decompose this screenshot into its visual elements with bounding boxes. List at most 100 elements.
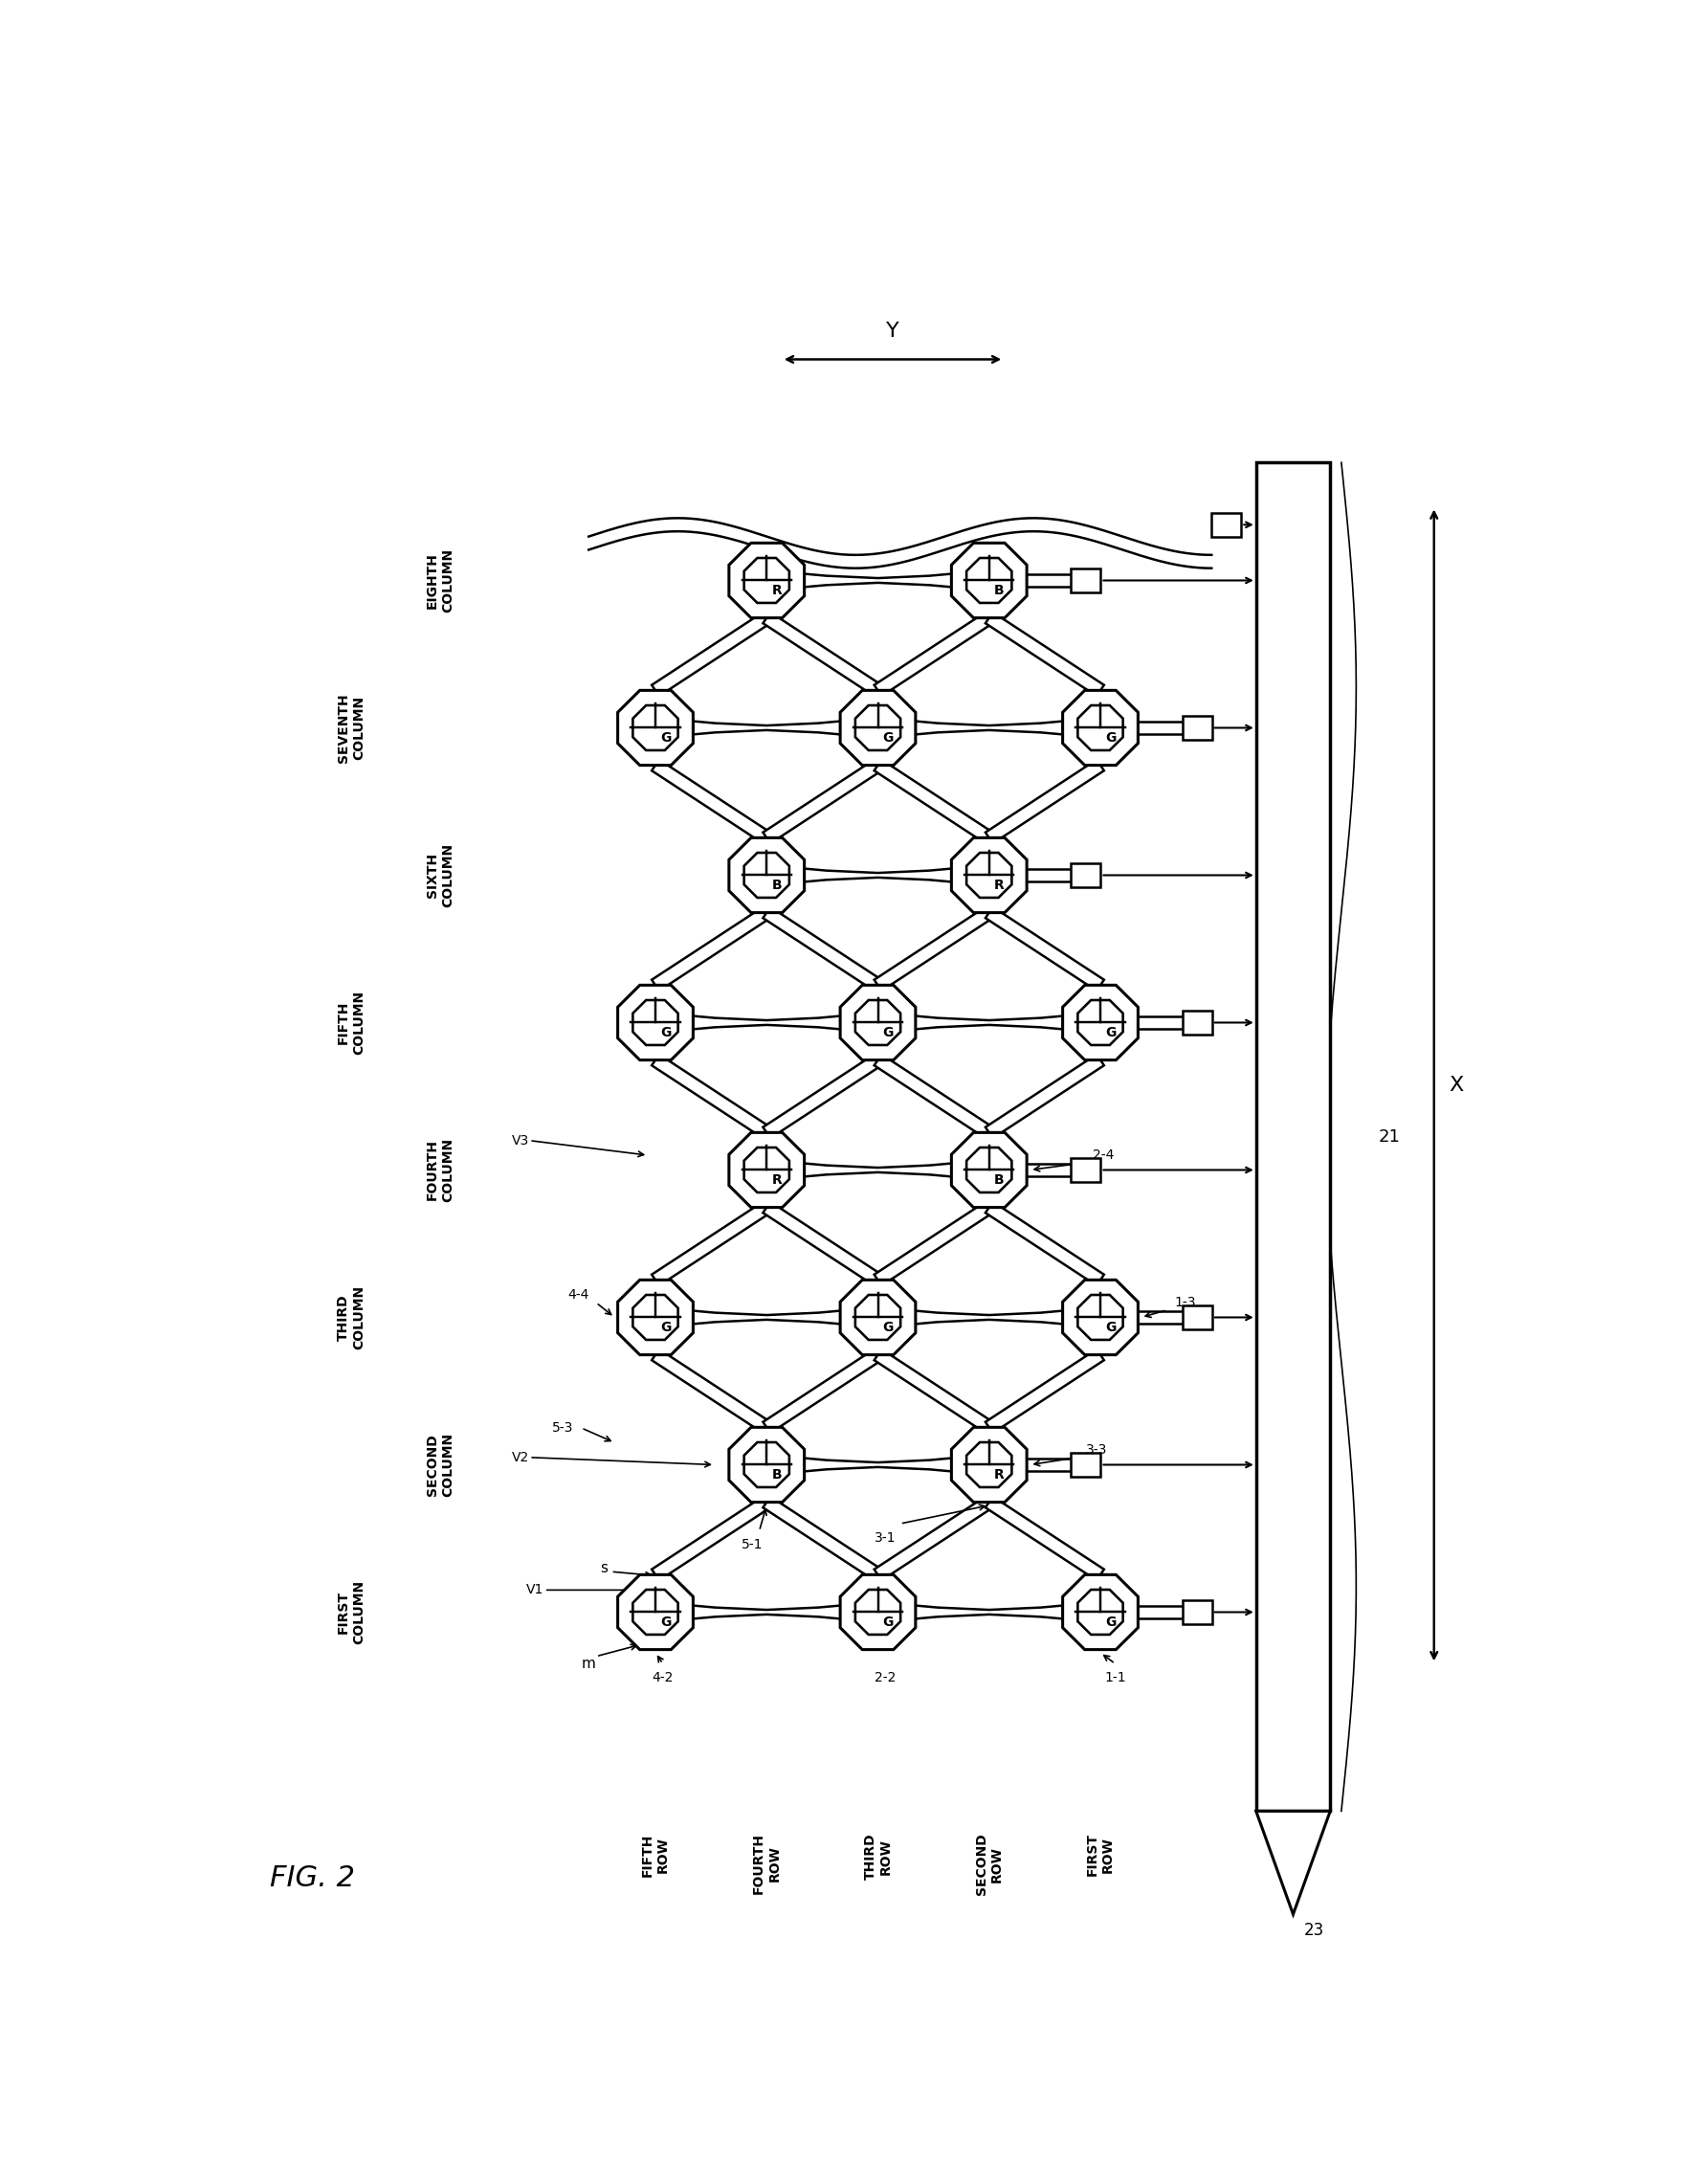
Polygon shape: [692, 721, 840, 734]
Polygon shape: [855, 1590, 901, 1634]
Text: V3: V3: [512, 1133, 529, 1147]
Text: R: R: [771, 583, 781, 598]
Text: V2: V2: [512, 1450, 529, 1463]
Polygon shape: [618, 1575, 694, 1649]
Text: SIXTH
COLUMN: SIXTH COLUMN: [426, 843, 455, 906]
Text: G: G: [882, 1321, 894, 1334]
Text: G: G: [882, 1026, 894, 1040]
Text: G: G: [1105, 1026, 1116, 1040]
Polygon shape: [652, 1350, 770, 1433]
Text: 21: 21: [1379, 1129, 1401, 1144]
Text: FIG. 2: FIG. 2: [269, 1865, 355, 1891]
Polygon shape: [633, 1000, 679, 1046]
Polygon shape: [840, 985, 916, 1059]
Polygon shape: [985, 760, 1105, 843]
Polygon shape: [1063, 985, 1138, 1059]
Text: 4-2: 4-2: [652, 1671, 674, 1684]
Polygon shape: [916, 1016, 1063, 1029]
Text: 23: 23: [1305, 1922, 1325, 1939]
Polygon shape: [874, 1055, 994, 1138]
Polygon shape: [985, 612, 1105, 697]
Text: s: s: [600, 1562, 608, 1575]
Polygon shape: [729, 544, 805, 618]
Text: G: G: [1105, 1616, 1116, 1629]
Polygon shape: [763, 760, 881, 843]
Text: G: G: [882, 732, 894, 745]
Polygon shape: [985, 906, 1105, 992]
Polygon shape: [744, 557, 790, 603]
Text: G: G: [1105, 732, 1116, 745]
Polygon shape: [855, 1000, 901, 1046]
Polygon shape: [985, 1055, 1105, 1138]
Text: V1: V1: [527, 1583, 544, 1597]
Polygon shape: [855, 705, 901, 751]
Text: R: R: [771, 1173, 781, 1186]
Polygon shape: [951, 839, 1027, 913]
Text: THIRD
ROW: THIRD ROW: [864, 1832, 893, 1880]
Bar: [1182, 716, 1212, 740]
Polygon shape: [633, 705, 679, 751]
Text: 5-3: 5-3: [552, 1422, 574, 1435]
Polygon shape: [874, 906, 994, 992]
Polygon shape: [729, 839, 805, 913]
Polygon shape: [763, 1201, 881, 1286]
Polygon shape: [1078, 1000, 1123, 1046]
Text: X: X: [1448, 1077, 1463, 1094]
Text: R: R: [994, 1468, 1005, 1481]
Polygon shape: [1078, 1590, 1123, 1634]
Text: THIRD
COLUMN: THIRD COLUMN: [337, 1284, 365, 1350]
Polygon shape: [744, 852, 790, 898]
Text: B: B: [771, 1468, 781, 1481]
Polygon shape: [652, 1496, 770, 1581]
Text: 3-3: 3-3: [1086, 1444, 1106, 1457]
Polygon shape: [763, 1496, 881, 1581]
Bar: [1211, 513, 1241, 537]
Text: SECOND
ROW: SECOND ROW: [975, 1832, 1004, 1896]
Text: G: G: [882, 1616, 894, 1629]
Polygon shape: [1078, 705, 1123, 751]
Polygon shape: [692, 1310, 840, 1324]
Text: FOURTH
ROW: FOURTH ROW: [753, 1832, 781, 1894]
Bar: [1182, 1601, 1212, 1625]
Polygon shape: [652, 760, 770, 843]
Polygon shape: [916, 1310, 1063, 1324]
Polygon shape: [729, 1133, 805, 1208]
Polygon shape: [763, 906, 881, 992]
Polygon shape: [874, 1496, 994, 1581]
Bar: [1071, 1452, 1101, 1476]
Bar: [1071, 1158, 1101, 1182]
Polygon shape: [1063, 1575, 1138, 1649]
Polygon shape: [652, 906, 770, 992]
Polygon shape: [618, 690, 694, 764]
Polygon shape: [618, 985, 694, 1059]
Polygon shape: [1256, 1811, 1330, 1915]
Text: 2-4: 2-4: [1093, 1149, 1115, 1162]
Polygon shape: [985, 1496, 1105, 1581]
Polygon shape: [729, 1428, 805, 1503]
Text: G: G: [660, 1321, 672, 1334]
Polygon shape: [744, 1441, 790, 1487]
Bar: [1182, 1306, 1212, 1330]
Polygon shape: [744, 1147, 790, 1192]
Polygon shape: [633, 1590, 679, 1634]
Polygon shape: [840, 1280, 916, 1354]
Polygon shape: [692, 1605, 840, 1618]
Text: FIFTH
ROW: FIFTH ROW: [642, 1832, 670, 1876]
Polygon shape: [840, 1575, 916, 1649]
Polygon shape: [692, 1016, 840, 1029]
Text: 1-3: 1-3: [1174, 1295, 1196, 1310]
Polygon shape: [652, 612, 770, 697]
Text: 3-1: 3-1: [874, 1531, 896, 1544]
Polygon shape: [874, 1201, 994, 1286]
Polygon shape: [967, 557, 1012, 603]
Polygon shape: [652, 1201, 770, 1286]
Polygon shape: [967, 852, 1012, 898]
Polygon shape: [618, 1280, 694, 1354]
Polygon shape: [874, 612, 994, 697]
Polygon shape: [951, 1428, 1027, 1503]
Polygon shape: [874, 760, 994, 843]
Text: 4-4: 4-4: [568, 1289, 589, 1302]
Polygon shape: [985, 1201, 1105, 1286]
Bar: [1071, 568, 1101, 592]
Text: FIRST
COLUMN: FIRST COLUMN: [337, 1579, 365, 1645]
